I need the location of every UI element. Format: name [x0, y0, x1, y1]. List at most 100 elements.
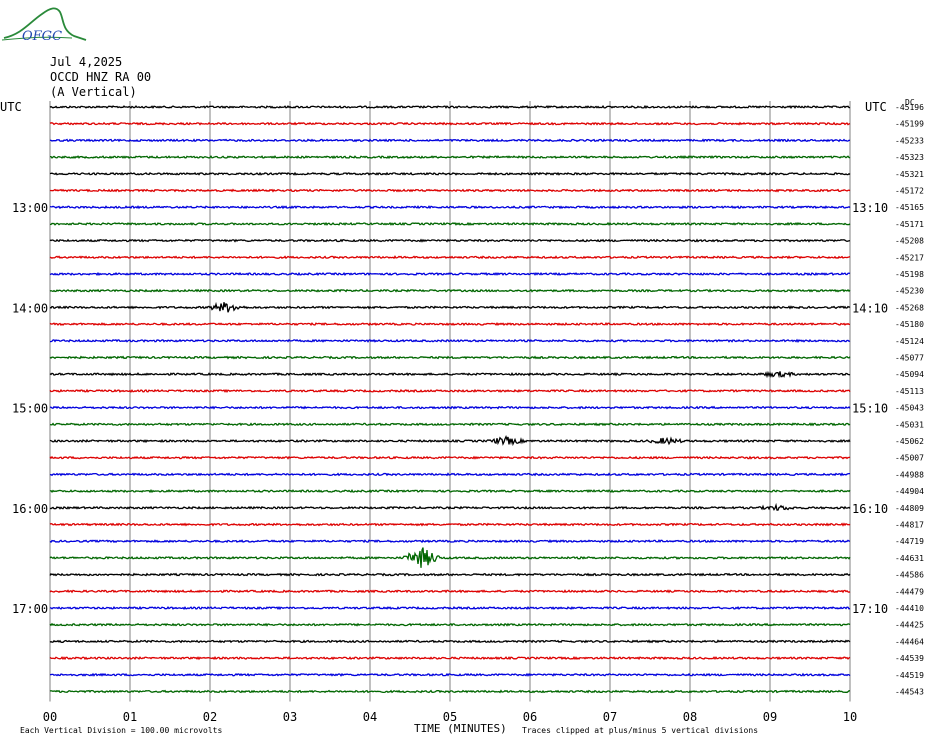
baseline-value: -45171: [895, 220, 924, 229]
trace-row-22: [49, 472, 851, 477]
baseline-value: -44519: [895, 671, 924, 680]
left-hour-label: 14:00: [12, 301, 48, 315]
x-axis-ticks: 00 01 02 03 04 05 06 07 08 09 10: [43, 710, 857, 724]
trace-row-34: [49, 672, 851, 677]
trace-row-27: [49, 547, 851, 568]
trace-row-31: [49, 622, 851, 627]
left-hour-label: 17:00: [12, 602, 48, 616]
trace-row-8: [49, 238, 851, 243]
baseline-value: -44988: [895, 470, 924, 479]
ofgc-logo: OFGC: [1, 7, 87, 44]
baseline-value: -45077: [895, 354, 924, 363]
division-note: Each Vertical Division = 100.00 microvol…: [20, 726, 222, 735]
baseline-value: -45062: [895, 437, 924, 446]
baseline-value: -45113: [895, 387, 924, 396]
baseline-value: -45198: [895, 270, 924, 279]
logo-swoosh-shape: [1, 36, 73, 41]
trace-row-33: [49, 656, 851, 661]
x-tick-label: 02: [203, 710, 217, 724]
x-tick-label: 07: [603, 710, 617, 724]
baseline-value: -44817: [895, 521, 924, 530]
baseline-value: -45180: [895, 320, 924, 329]
trace-row-7: [49, 221, 851, 226]
baseline-value: -44809: [895, 504, 924, 513]
baseline-value: -45268: [895, 303, 924, 312]
baseline-value: -45230: [895, 287, 924, 296]
baseline-value: -45217: [895, 253, 924, 262]
x-tick-label: 08: [683, 710, 697, 724]
trace-row-32: [49, 639, 851, 644]
baseline-value: -44539: [895, 654, 924, 663]
clip-note: Traces clipped at plus/minus 5 vertical …: [522, 726, 758, 735]
trace-row-11: [49, 288, 851, 293]
x-tick-label: 01: [123, 710, 137, 724]
trace-row-28: [49, 572, 851, 577]
x-tick-label: 00: [43, 710, 57, 724]
trace-row-25: [49, 522, 851, 527]
baseline-value: -45199: [895, 120, 924, 129]
x-tick-label: 09: [763, 710, 777, 724]
right-hour-label: 14:10: [852, 301, 888, 315]
trace-row-21: [49, 455, 851, 460]
baseline-value: -44543: [895, 688, 924, 697]
baseline-value: -45172: [895, 187, 924, 196]
right-hour-label: 17:10: [852, 602, 888, 616]
trace-row-9: [49, 255, 851, 260]
x-tick-label: 05: [443, 710, 457, 724]
left-hour-label: 16:00: [12, 502, 48, 516]
trace-row-10: [49, 271, 851, 277]
seismic-traces: [49, 104, 851, 694]
right-hour-label: 13:10: [852, 201, 888, 215]
trace-row-35: [49, 689, 850, 694]
baseline-value: -44425: [895, 621, 924, 630]
baseline-value: -44586: [895, 571, 924, 580]
trace-row-19: [49, 422, 851, 427]
trace-row-24: [49, 502, 851, 511]
right-timezone-label: UTC: [865, 100, 887, 114]
trace-row-4: [49, 171, 851, 176]
trace-baseline-values: -45196 -45199 -45233 -45323 -45321 -45172 -451…: [895, 103, 924, 697]
trace-row-29: [49, 589, 851, 594]
baseline-value: -44631: [895, 554, 924, 563]
baseline-value: -44479: [895, 587, 924, 596]
trace-row-5: [49, 188, 851, 193]
trace-row-0: [49, 104, 851, 110]
baseline-value: -45007: [895, 454, 924, 463]
trace-row-30: [49, 605, 851, 611]
trace-row-17: [49, 388, 851, 394]
baseline-value: -44464: [895, 637, 924, 646]
x-tick-label: 03: [283, 710, 297, 724]
x-tick-label: 06: [523, 710, 537, 724]
right-hour-label: 15:10: [852, 402, 888, 416]
trace-row-26: [49, 539, 851, 544]
dc-label: DC: [905, 98, 915, 107]
baseline-value: -45094: [895, 370, 924, 379]
trace-row-2: [49, 138, 851, 143]
left-timezone-label: UTC: [0, 100, 22, 114]
trace-row-1: [49, 121, 851, 126]
logo-mountain-shape: [3, 7, 87, 41]
header-date: Jul 4,2025: [50, 55, 122, 69]
minute-gridlines: [49, 101, 851, 702]
trace-row-13: [49, 322, 851, 327]
right-hour-labels: 13:10 14:10 15:10 16:10 17:10: [852, 201, 888, 616]
left-hour-labels: 13:00 14:00 15:00 16:00 17:00: [12, 201, 48, 616]
baseline-value: -45043: [895, 404, 924, 413]
baseline-value: -44719: [895, 537, 924, 546]
baseline-value: -45124: [895, 337, 924, 346]
trace-row-12: [49, 301, 851, 313]
trace-row-23: [49, 488, 851, 494]
baseline-value: -45323: [895, 153, 924, 162]
baseline-value: -45031: [895, 420, 924, 429]
baseline-value: -45208: [895, 237, 924, 246]
baseline-value: -45321: [895, 170, 924, 179]
trace-row-20: [49, 435, 851, 447]
header-component: (A Vertical): [50, 85, 137, 99]
right-hour-label: 16:10: [852, 502, 888, 516]
baseline-value: -45165: [895, 203, 924, 212]
trace-row-18: [49, 405, 851, 410]
left-hour-label: 15:00: [12, 402, 48, 416]
trace-row-3: [49, 155, 851, 160]
header-station: OCCD HNZ RA 00: [50, 70, 151, 84]
